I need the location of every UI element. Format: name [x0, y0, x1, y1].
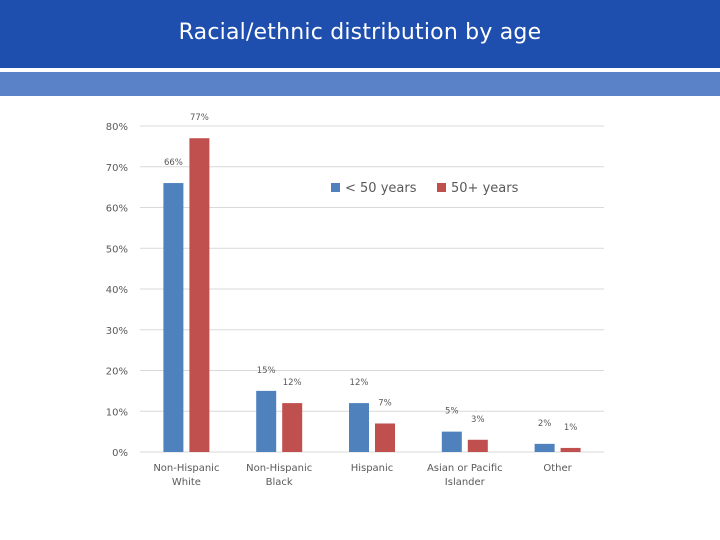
y-tick-label: 0%: [112, 448, 128, 459]
data-label: 77%: [190, 113, 209, 123]
legend-swatch: [331, 183, 340, 192]
data-label: 1%: [564, 423, 578, 433]
y-tick-label: 60%: [106, 204, 128, 215]
y-tick-label: 10%: [106, 407, 128, 418]
data-label: 7%: [378, 398, 392, 408]
y-tick-label: 20%: [106, 367, 128, 378]
bar: [534, 443, 555, 452]
data-label: 15%: [257, 366, 276, 376]
data-label: 2%: [538, 419, 552, 429]
data-label: 12%: [283, 378, 302, 388]
bar: [441, 431, 462, 452]
x-tick-label: Non-Hispanic Black: [246, 463, 312, 488]
x-tick-label: Other: [543, 463, 572, 474]
header-bar: Racial/ethnic distribution by age: [0, 0, 720, 70]
y-tick-label: 30%: [106, 326, 128, 337]
bar: [282, 403, 303, 452]
data-label: 66%: [164, 158, 183, 168]
bar: [375, 423, 395, 452]
data-label: 12%: [350, 378, 369, 388]
bar: [163, 183, 184, 453]
x-tick-label: Asian or Pacific Islander: [427, 463, 503, 488]
y-tick-label: 80%: [106, 122, 128, 133]
data-label: 3%: [471, 415, 485, 425]
y-tick-label: 50%: [106, 244, 128, 255]
x-tick-label: Non-Hispanic White: [153, 463, 219, 488]
bar-chart: 0% 10% 20% 30% 40% 50% 60% 70% 80% 66% 77% Non-Hisp…: [106, 113, 604, 488]
x-tick-label: Hispanic: [351, 463, 394, 474]
bar: [560, 447, 581, 452]
page-title: Racial/ethnic distribution by age: [178, 20, 542, 45]
y-tick-label: 70%: [106, 163, 128, 174]
y-tick-label: 40%: [106, 285, 128, 296]
legend-swatch: [437, 183, 446, 192]
bar: [467, 439, 488, 452]
bar: [256, 390, 277, 452]
legend-label: < 50 years: [345, 181, 417, 196]
bar: [189, 138, 210, 452]
legend-label: 50+ years: [451, 181, 519, 196]
data-label: 5%: [445, 407, 459, 417]
bar: [349, 403, 369, 452]
header-accent-band: [0, 72, 720, 96]
